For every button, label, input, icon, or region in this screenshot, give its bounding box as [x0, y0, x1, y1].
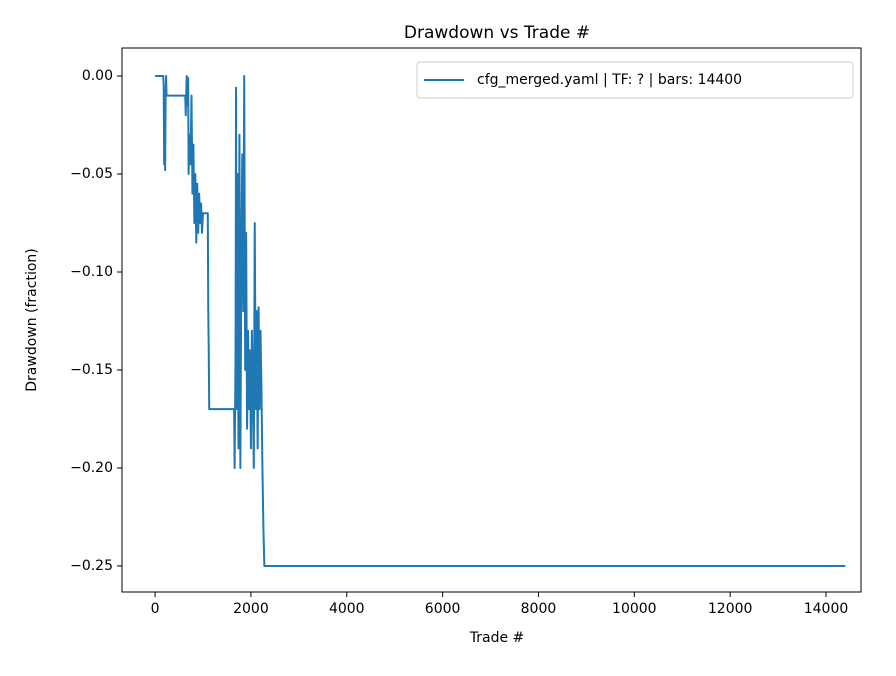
y-axis-label: Drawdown (fraction)	[24, 248, 40, 392]
chart-title: Drawdown vs Trade #	[404, 23, 590, 43]
x-tick-label: 2000	[233, 601, 269, 617]
x-axis-label: Trade #	[469, 630, 525, 646]
y-tick-label: 0.00	[82, 68, 113, 84]
y-tick-label: −0.20	[70, 460, 113, 476]
y-tick-label: −0.05	[70, 166, 113, 182]
x-tick-label: 6000	[425, 601, 461, 617]
x-tick-label: 12000	[708, 601, 753, 617]
legend-box	[416, 61, 854, 99]
x-tick-label: 0	[151, 601, 160, 617]
data-line	[155, 75, 846, 567]
x-tick-label: 10000	[612, 601, 657, 617]
plot-frame	[121, 47, 862, 593]
x-tick-label: 4000	[329, 601, 365, 617]
legend-label: cfg_merged.yaml | TF: ? | bars: 14400	[477, 72, 742, 88]
y-tick-label: −0.15	[70, 362, 113, 378]
y-tick-label: −0.25	[70, 558, 113, 574]
x-tick-label: 8000	[521, 601, 557, 617]
x-tick-label: 14000	[804, 601, 849, 617]
y-tick-label: −0.10	[70, 264, 113, 280]
